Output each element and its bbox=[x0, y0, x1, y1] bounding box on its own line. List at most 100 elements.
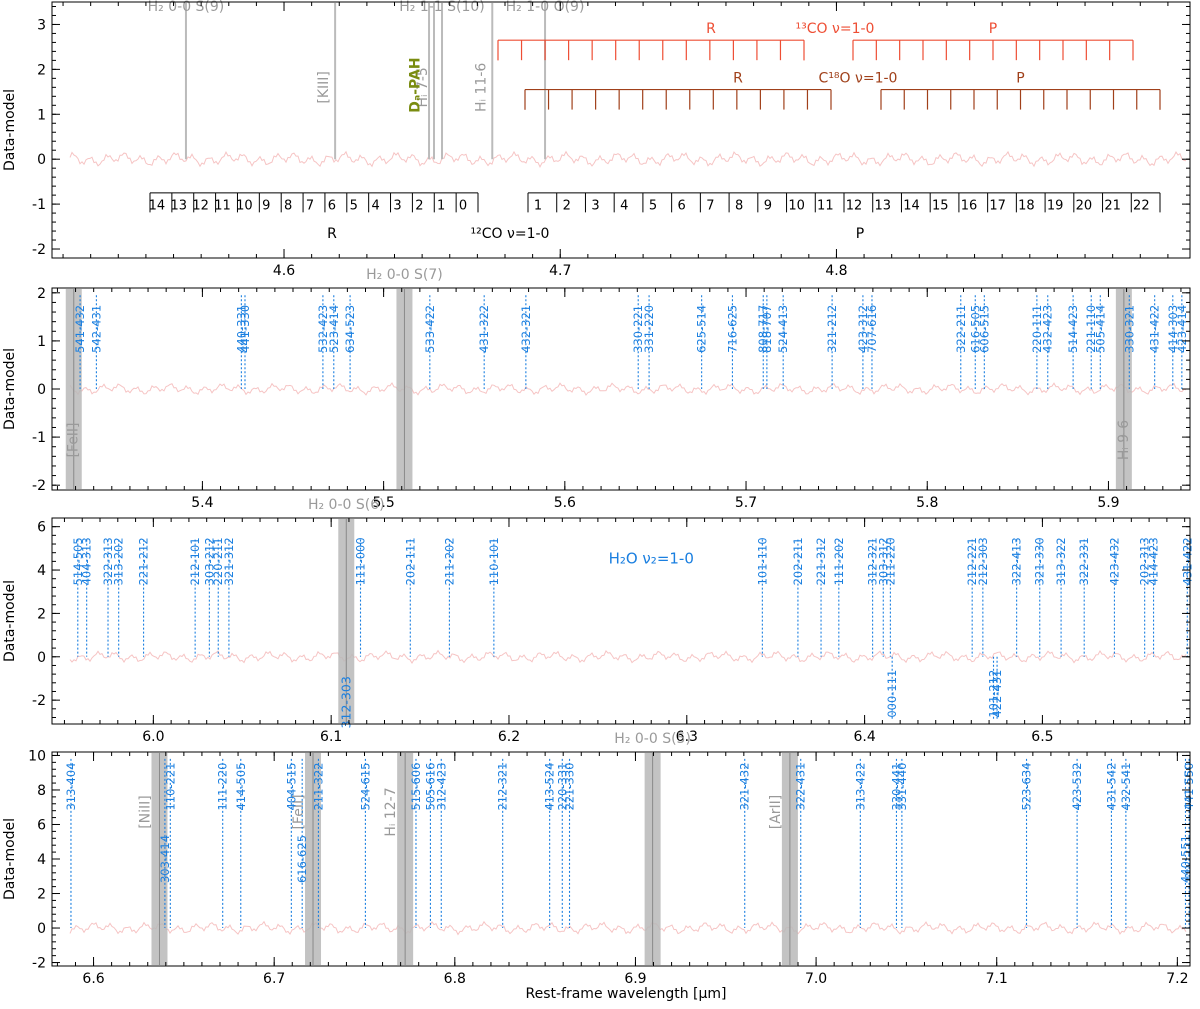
water-line-label: 321-212 bbox=[825, 305, 839, 353]
panel-4: [NiII] [FeII] Hᵢ 12-7 H₂ 0-0 S(5) [ArII] 313-… bbox=[2, 731, 1196, 987]
water-line-label: 212-321 bbox=[496, 762, 510, 810]
x-tick-label: 6.2 bbox=[498, 729, 520, 745]
water-line-label: 313-404 bbox=[64, 762, 78, 810]
co12-r-number: 7 bbox=[306, 198, 314, 213]
water-line-label: 634-523 bbox=[343, 305, 357, 353]
co12-p-number: 2 bbox=[563, 198, 571, 213]
x-tick-label: 5.8 bbox=[916, 495, 938, 511]
y-tick-label: 0 bbox=[37, 650, 46, 666]
water-line-label: 000-111 bbox=[885, 670, 899, 718]
y-tick-label: 6 bbox=[37, 817, 46, 833]
water-line-label: 414-423 bbox=[1147, 537, 1161, 585]
atomic-line-label: Hᵢ 11-6 bbox=[473, 63, 489, 112]
water-line-label: 606-515 bbox=[977, 305, 991, 353]
y-tick-label: 2 bbox=[37, 606, 46, 622]
co12-p-number: 15 bbox=[932, 198, 949, 213]
atomic-line-label: H₂ 0-0 S(9) bbox=[148, 0, 225, 15]
water-line-label: 331-440 bbox=[895, 762, 909, 810]
co12-p-number: 14 bbox=[903, 198, 920, 213]
y-tick-label: 0 bbox=[37, 152, 46, 168]
water-line-label: 212-303 bbox=[976, 537, 990, 585]
co12-r-number: 3 bbox=[393, 198, 401, 213]
water-line-label: 414-505 bbox=[234, 762, 248, 810]
water-line-label: 524-615 bbox=[358, 762, 372, 810]
water-line-label: 431-422 bbox=[1148, 305, 1162, 353]
panel-frame bbox=[51, 287, 1191, 491]
x-tick-label: 7.0 bbox=[805, 971, 827, 987]
water-line-label: 532-423 bbox=[316, 305, 330, 353]
atomic-line-label: [KIII] bbox=[316, 71, 332, 104]
water-line-label: 202-313 bbox=[1138, 537, 1152, 585]
co12-p-number: 3 bbox=[591, 198, 599, 213]
co12-r-number: 5 bbox=[350, 198, 358, 213]
co12-r-number: 12 bbox=[192, 198, 209, 213]
water-line-label: 423-312 bbox=[856, 305, 870, 353]
water-line-label: 221-312 bbox=[814, 537, 828, 585]
panel-1: H₂ 0-0 S(9) [KIII] Hᵢ 7-5 H₂ 1-1 S(10) Hᵢ 11… bbox=[2, 0, 1191, 279]
x-tick-label: 6.8 bbox=[444, 971, 466, 987]
water-line-label: 313-202 bbox=[112, 537, 126, 585]
band-label: H₂ 0-0 S(7) bbox=[366, 267, 443, 283]
y-tick-label: -2 bbox=[32, 242, 46, 258]
y-tick-label: 0 bbox=[37, 382, 46, 398]
y-tick-label: -1 bbox=[32, 197, 46, 213]
band-ladder-r-label: R bbox=[706, 21, 716, 37]
co12-r-number: 9 bbox=[262, 198, 270, 213]
co12-r-number: 4 bbox=[371, 198, 379, 213]
water-line-label: 202-111 bbox=[403, 537, 417, 585]
band-label: [NiII] bbox=[137, 795, 153, 829]
water-line-label: 404-313 bbox=[80, 537, 94, 585]
y-axis-label: Data-model bbox=[2, 580, 18, 662]
y-tick-label: 2 bbox=[37, 887, 46, 903]
atomic-line-label: H₂ 1-0 O(9) bbox=[506, 0, 585, 15]
band-ladder-label: ¹³CO ν=1-0 bbox=[796, 21, 875, 37]
water-line-label: 220-331 bbox=[555, 762, 569, 810]
water-line-label: 515-606 bbox=[409, 762, 423, 810]
water-line-label: 414-303 bbox=[1166, 305, 1180, 353]
water-line-label: 101-110 bbox=[755, 537, 769, 585]
band-label: [FeII] bbox=[66, 422, 82, 457]
y-axis-label: Data-model bbox=[2, 348, 18, 430]
x-tick-label: 6.5 bbox=[1031, 729, 1053, 745]
water-line-label: 523-634 bbox=[1020, 762, 1034, 810]
water-line-label: 211-322 bbox=[311, 762, 325, 810]
co12-p-number: 5 bbox=[649, 198, 657, 213]
x-tick-label: 4.7 bbox=[549, 263, 571, 279]
band-label: [ArII] bbox=[768, 795, 784, 830]
band-ladder-label: C¹⁸O ν=1-0 bbox=[819, 71, 898, 87]
water-line-label: 404-515 bbox=[284, 762, 298, 810]
x-tick-label: 6.0 bbox=[142, 729, 164, 745]
y-tick-label: 4 bbox=[37, 563, 46, 579]
water-line-label: 422-431 bbox=[990, 670, 1004, 718]
water-band-annotation: H₂O ν₂=1-0 bbox=[609, 550, 694, 568]
water-line-label: 322-413 bbox=[1010, 537, 1024, 585]
water-line-label: 313-322 bbox=[1054, 537, 1068, 585]
water-line-label: 616-625 bbox=[295, 835, 309, 883]
residual-spectrum-line bbox=[69, 150, 1187, 169]
water-line-label: 505-616 bbox=[423, 762, 437, 810]
water-line-label: 524-413 bbox=[776, 305, 790, 353]
water-line-label: 716-625 bbox=[725, 305, 739, 353]
co12-r-number: 0 bbox=[459, 198, 467, 213]
x-axis-label: Rest-frame wavelength [μm] bbox=[526, 986, 727, 1002]
water-line-label: 221-110 bbox=[1084, 305, 1098, 353]
co12-p-number: 12 bbox=[846, 198, 863, 213]
water-line-label: 542-431 bbox=[89, 305, 103, 353]
co12-p-number: 4 bbox=[620, 198, 628, 213]
water-line-label: 432-321 bbox=[519, 305, 533, 353]
dpah-label: Dₐ-PAH bbox=[408, 57, 424, 112]
water-line-label: 441-330 bbox=[238, 305, 252, 353]
co12-r-number: 8 bbox=[284, 198, 292, 213]
x-tick-label: 5.6 bbox=[554, 495, 576, 511]
residual-spectrum-line bbox=[69, 649, 1187, 664]
water-line-label: 322-431 bbox=[794, 762, 808, 810]
co12-r-label: R bbox=[327, 226, 337, 242]
water-line-label: 111-220 bbox=[216, 762, 230, 810]
y-tick-label: -2 bbox=[32, 478, 46, 494]
water-line-label: 312-321 bbox=[866, 537, 880, 585]
co12-r-number: 6 bbox=[328, 198, 336, 213]
co12-p-number: 11 bbox=[817, 198, 834, 213]
